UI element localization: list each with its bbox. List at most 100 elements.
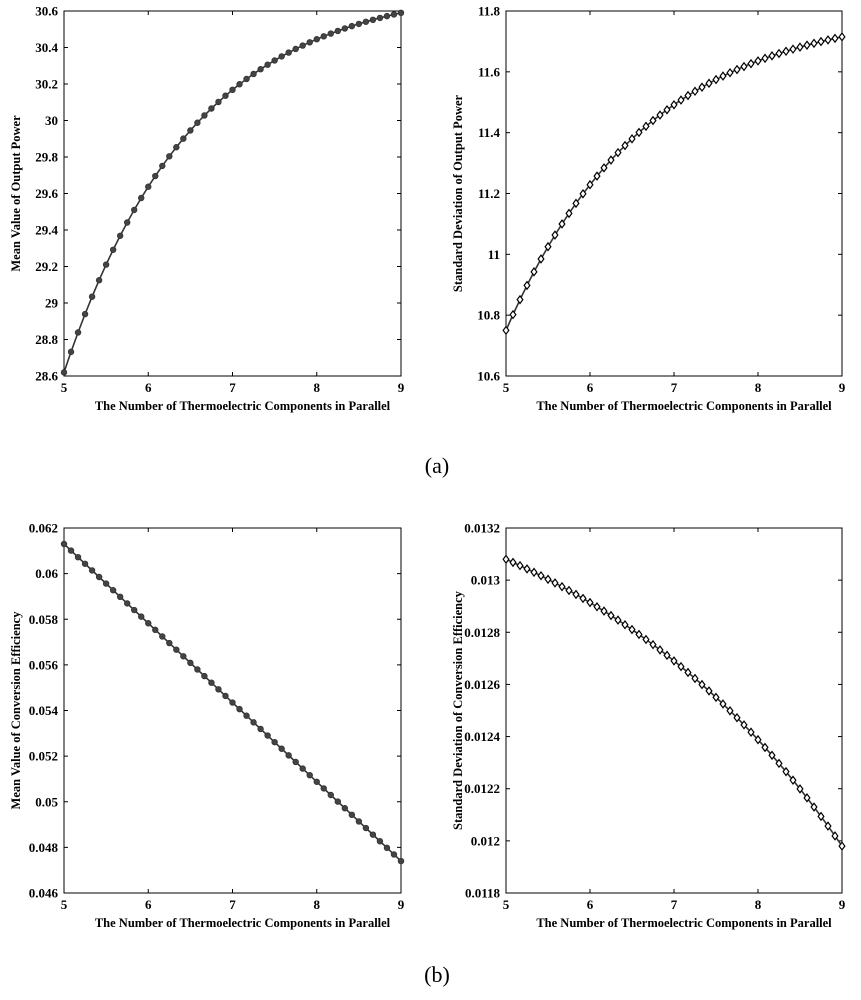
data-point [376,838,384,845]
data-point [397,9,405,17]
data-point [229,86,236,94]
data-point [649,639,657,650]
y-tick-label: 30 [45,113,58,128]
data-point [642,634,650,645]
data-point [761,742,769,753]
data-point [719,699,727,709]
data-point [243,712,250,719]
data-point [670,656,678,666]
data-point [390,851,398,858]
data-point [726,705,734,716]
x-tick-label: 5 [61,380,68,395]
data-point [558,219,566,229]
data-point [138,613,145,620]
data-point [250,70,257,78]
x-tick-label: 8 [314,897,321,912]
x-tick-label: 8 [314,380,321,395]
data-point [145,620,152,627]
data-point [628,134,636,144]
y-tick-label: 0.056 [29,657,59,672]
data-point [607,610,615,621]
data-point [530,267,538,277]
data-point [586,179,594,190]
y-tick-label: 0.062 [29,521,58,536]
y-tick-label: 11.2 [478,186,500,201]
data-point [257,66,264,73]
data-point [775,758,783,769]
data-point [362,18,370,25]
data-point [116,232,124,239]
x-tick-label: 5 [503,897,510,912]
data-point [803,40,811,50]
y-tick-label: 0.058 [29,612,59,627]
data-point [600,163,608,173]
y-tick-label: 0.0132 [464,521,500,536]
data-point [320,33,327,40]
y-tick-label: 28.8 [35,332,58,347]
y-tick-label: 0.0122 [464,781,500,796]
x-tick-label: 7 [671,380,678,395]
y-tick-label: 11.6 [478,64,501,79]
data-point [712,692,720,703]
data-point [817,811,825,822]
x-tick-label: 6 [145,380,152,395]
data-point [719,71,727,81]
data-point [670,99,678,110]
data-point [831,831,839,841]
data-point [60,540,68,548]
data-point [656,110,664,120]
data-point [208,105,215,112]
y-axis-label: Mean Value of Conversion Efficiency [9,611,23,810]
data-point [334,27,342,35]
data-point [271,57,278,64]
data-point [236,705,243,713]
data-point [74,329,82,336]
data-point [761,53,769,64]
x-tick-label: 5 [61,897,68,912]
data-point [320,785,327,792]
data-point [362,824,370,832]
data-point [586,597,594,608]
data-point [621,619,629,630]
data-point [831,33,839,44]
data-point [747,727,755,737]
data-point [509,557,517,568]
data-point [635,127,643,138]
data-point [250,719,257,726]
data-point [327,791,334,799]
data-point [579,593,587,604]
x-tick-label: 8 [755,380,762,395]
data-point [166,639,173,647]
data-point [88,293,96,300]
data-point [180,653,187,660]
data-point [180,135,187,142]
y-axis-label: Standard Deviation of Output Power [451,94,465,292]
data-point [677,95,685,105]
y-tick-label: 30.6 [35,4,58,19]
chart-mean-conversion-efficiency: 5 6 7 8 9 0.046 0.048 0.05 0.052 0.054 0.056 0.058 0… [9,521,405,931]
data-point [614,615,622,625]
data-point [614,147,622,158]
data-point [628,624,636,635]
x-tick-label: 9 [839,897,846,912]
y-tick-label: 0.013 [471,573,501,588]
data-point [152,626,159,634]
data-point [698,82,706,92]
data-point [109,587,117,594]
data-point [109,246,117,253]
x-tick-label: 9 [398,380,405,395]
data-point [803,793,811,803]
data-point [145,183,152,190]
data-point [663,650,671,661]
data-point [796,42,804,52]
data-point [229,699,236,706]
data-point [116,593,124,601]
x-axis-label: The Number of Thermoelectric Components … [95,399,391,413]
data-point [187,659,194,667]
data-point [551,230,559,240]
y-tick-label: 29.8 [35,150,58,165]
data-point [663,104,671,115]
data-point [502,325,510,336]
chart-mean-output-power: 5 6 7 8 9 28.6 28.8 29 29.2 29.4 29.6 29.8 30 30.2 30.… [9,4,405,414]
data-point [593,171,601,181]
